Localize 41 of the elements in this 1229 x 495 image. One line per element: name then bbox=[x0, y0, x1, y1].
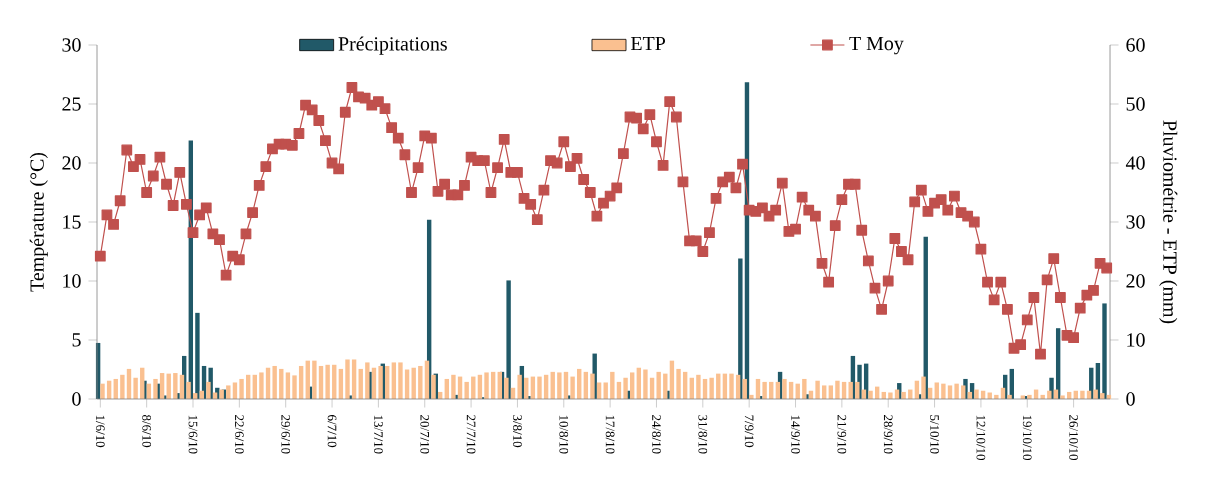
x-tick-label: 19/10/10 bbox=[1022, 415, 1032, 461]
y-tick-label: 5 bbox=[72, 333, 81, 347]
x-tick-label: 14/9/10 bbox=[791, 415, 800, 454]
x-tick-label: 17/8/10 bbox=[605, 415, 615, 454]
x-tick-label: 31/8/10 bbox=[698, 415, 708, 454]
x-tick-label: 3/8/10 bbox=[513, 415, 522, 448]
y-tick-label: 20 bbox=[62, 156, 81, 170]
x-tick-label: 20/7/10 bbox=[420, 415, 430, 454]
x-tick-label: 6/7/10 bbox=[327, 415, 337, 448]
x-tick-label: 12/10/10 bbox=[976, 415, 986, 461]
x-tick-label: 7/9/10 bbox=[744, 415, 754, 448]
x-tick-label: 26/10/10 bbox=[1069, 415, 1078, 461]
x-tick-label: 13/7/10 bbox=[374, 415, 383, 454]
x-tick-label: 21/9/10 bbox=[837, 415, 847, 454]
x-tick-label: 22/6/10 bbox=[234, 415, 244, 454]
y-tick-label: 15 bbox=[63, 215, 81, 229]
x-tick-label: 15/6/10 bbox=[188, 415, 198, 454]
y2-tick-label: 50 bbox=[1126, 97, 1145, 111]
y-tick-label: 10 bbox=[63, 274, 81, 288]
y-tick-label: 30 bbox=[62, 38, 81, 52]
y2-tick-label: 10 bbox=[1127, 333, 1145, 347]
y-axis-title: Température (°C) bbox=[29, 152, 48, 292]
x-tick-label: 8/6/10 bbox=[142, 415, 152, 448]
legend-label: Précipitations bbox=[338, 36, 447, 55]
x-tick-label: 10/8/10 bbox=[559, 415, 569, 454]
x-tick-label: 5/10/10 bbox=[930, 415, 939, 454]
y2-tick-label: 30 bbox=[1126, 215, 1145, 229]
x-tick-label: 28/9/10 bbox=[883, 415, 893, 454]
y2-axis-title: Pluviométrie - ETP (mm) bbox=[1159, 120, 1178, 324]
y-tick-label: 25 bbox=[62, 97, 81, 111]
y2-tick-label: 60 bbox=[1126, 38, 1145, 52]
x-tick-label: 24/8/10 bbox=[652, 415, 661, 454]
x-tick-label: 29/6/10 bbox=[281, 415, 291, 454]
y2-tick-label: 20 bbox=[1126, 274, 1145, 288]
legend-label: T Moy bbox=[849, 36, 904, 55]
y2-tick-label: 40 bbox=[1125, 156, 1145, 170]
y-tick-label: 0 bbox=[72, 392, 81, 406]
x-tick-label: 1/6/10 bbox=[95, 415, 105, 448]
legend-label: ETP bbox=[630, 36, 666, 51]
x-tick-label: 27/7/10 bbox=[466, 415, 476, 454]
y2-tick-label: 0 bbox=[1126, 392, 1135, 406]
